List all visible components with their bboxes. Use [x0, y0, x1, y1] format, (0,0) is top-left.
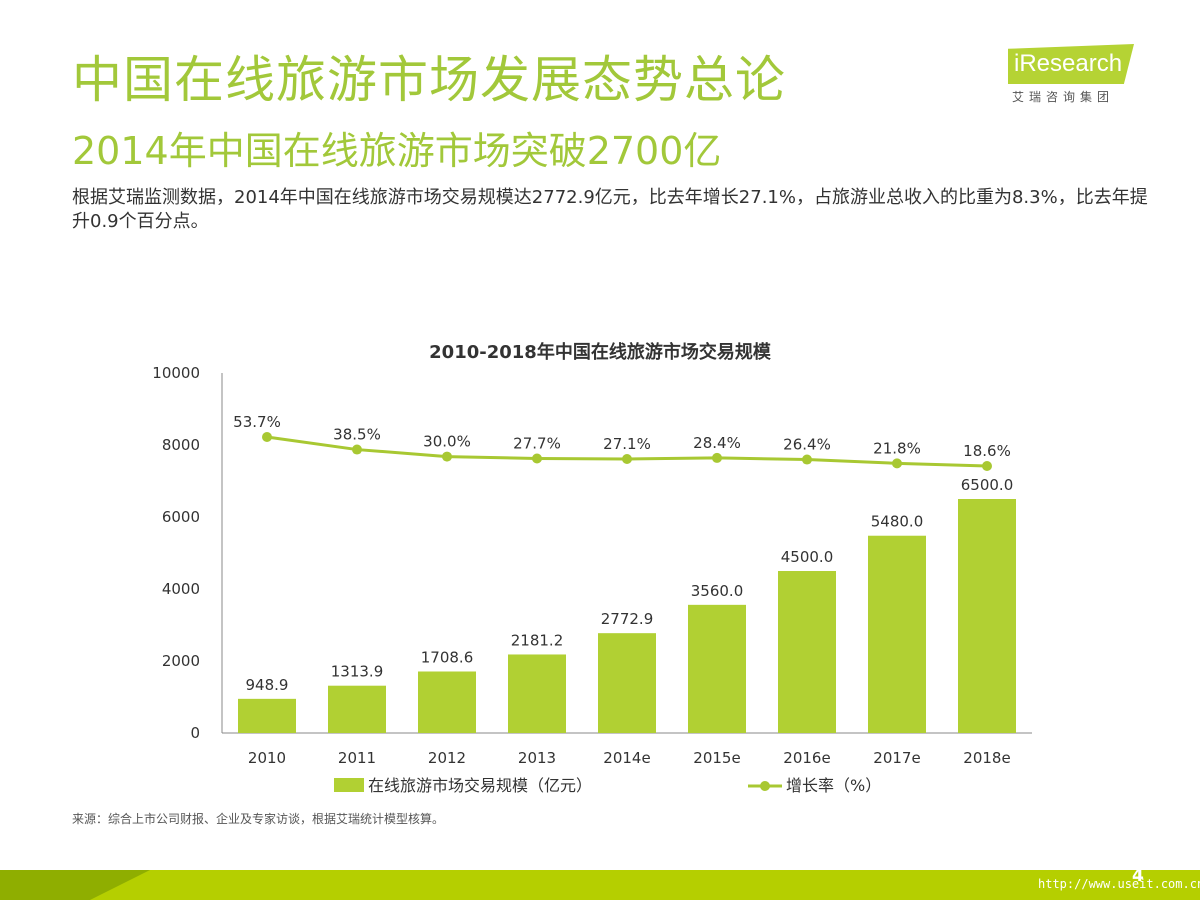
x-tick-label: 2011 — [338, 749, 376, 767]
bar-value-label: 2772.9 — [601, 610, 654, 628]
growth-rate-point — [802, 454, 812, 465]
growth-rate-point — [712, 452, 722, 463]
bar-value-label: 5480.0 — [871, 513, 924, 531]
bar-value-label: 1708.6 — [421, 648, 474, 666]
growth-rate-point — [442, 451, 452, 462]
x-tick-label: 2017e — [873, 749, 920, 767]
growth-rate-label: 28.4% — [693, 434, 741, 452]
y-tick-label: 8000 — [162, 436, 200, 454]
source-note: 来源：综合上市公司财报、企业及专家访谈，根据艾瑞统计模型核算。 — [72, 812, 445, 826]
bar — [508, 654, 566, 733]
growth-rate-label: 27.1% — [603, 435, 651, 453]
growth-rate-label: 38.5% — [333, 426, 381, 444]
growth-rate-point — [352, 444, 362, 455]
footer-band — [0, 870, 1200, 900]
growth-rate-point — [622, 453, 632, 464]
bar — [238, 698, 296, 733]
bar — [688, 604, 746, 733]
logo-wordmark: iResearch — [1014, 50, 1123, 77]
growth-rate-point — [892, 458, 902, 469]
bar — [328, 685, 386, 733]
bar-value-label: 2181.2 — [511, 631, 564, 649]
growth-rate-label: 18.6% — [963, 442, 1011, 460]
y-tick-label: 2000 — [162, 652, 200, 670]
description-text: 根据艾瑞监测数据，2014年中国在线旅游市场交易规模达2772.9亿元，比去年增… — [72, 187, 1148, 232]
legend-swatch-bar — [334, 778, 364, 792]
bar-value-label: 6500.0 — [961, 476, 1014, 494]
watermark-url: http://www.useit.com.cn — [1038, 877, 1200, 891]
x-tick-label: 2010 — [248, 749, 286, 767]
bar — [958, 499, 1016, 733]
growth-rate-point — [532, 453, 542, 464]
bar-value-label: 948.9 — [246, 676, 289, 694]
chart-title: 2010-2018年中国在线旅游市场交易规模 — [429, 342, 771, 363]
growth-rate-label: 27.7% — [513, 434, 561, 452]
page-number: 4 — [1132, 866, 1144, 886]
growth-rate-point — [982, 461, 992, 471]
growth-rate-label: 21.8% — [873, 439, 921, 457]
logo-tagline: 艾瑞咨询集团 — [1012, 90, 1115, 104]
page-title: 中国在线旅游市场发展态势总论 — [72, 51, 786, 109]
bar — [778, 571, 836, 733]
logo-badge — [1008, 44, 1134, 84]
legend-swatch-point — [760, 781, 770, 791]
iresearch-logo: iResearch 艾瑞咨询集团 — [1008, 44, 1138, 106]
y-tick-label: 6000 — [162, 508, 200, 526]
x-tick-label: 2016e — [783, 749, 830, 767]
growth-rate-label: 30.0% — [423, 433, 471, 451]
x-tick-label: 2014e — [603, 749, 650, 767]
legend-label-bar: 在线旅游市场交易规模（亿元） — [368, 776, 592, 795]
x-tick-label: 2015e — [693, 749, 740, 767]
bar-value-label: 1313.9 — [331, 663, 384, 681]
bar-value-label: 4500.0 — [781, 548, 834, 566]
x-tick-label: 2012 — [428, 749, 466, 767]
growth-rate-label: 26.4% — [783, 436, 831, 454]
legend-label-line: 增长率（%） — [786, 776, 881, 795]
y-tick-label: 0 — [190, 724, 200, 742]
bar — [418, 671, 476, 733]
bar — [868, 535, 926, 733]
growth-rate-point — [262, 432, 272, 442]
y-tick-label: 4000 — [162, 580, 200, 598]
y-tick-label: 10000 — [152, 364, 200, 382]
bar — [598, 633, 656, 733]
growth-rate-label: 53.7% — [233, 413, 281, 431]
x-tick-label: 2018e — [963, 749, 1010, 767]
bar-value-label: 3560.0 — [691, 582, 744, 600]
page-subtitle: 2014年中国在线旅游市场突破2700亿 — [72, 129, 722, 173]
x-tick-label: 2013 — [518, 749, 556, 767]
